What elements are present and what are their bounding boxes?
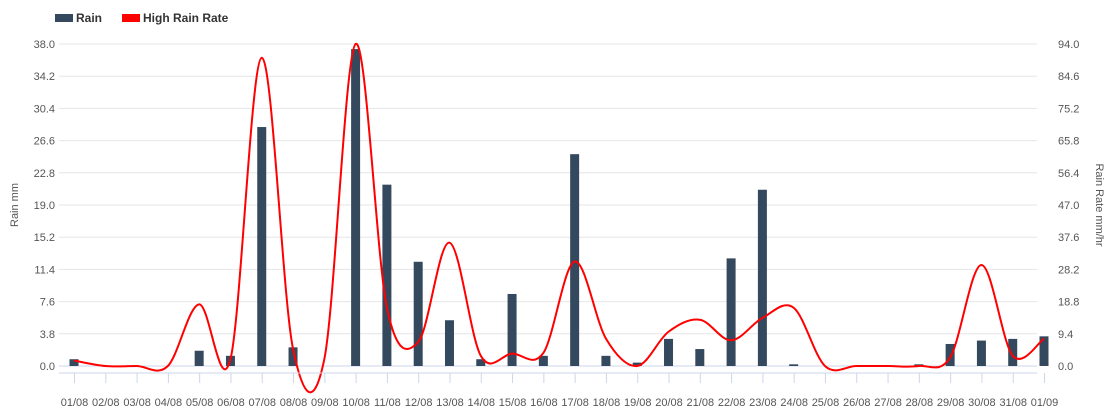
x-tick-label: 08/08 xyxy=(280,397,308,409)
right-tick-label: 56.4 xyxy=(1058,168,1079,180)
x-tick-label: 09/08 xyxy=(311,397,339,409)
left-tick-label: 26.6 xyxy=(34,136,55,148)
right-tick-label: 18.8 xyxy=(1058,297,1079,309)
rain-bar[interactable] xyxy=(194,350,204,366)
rain-bar[interactable] xyxy=(695,349,705,366)
x-tick-label: 12/08 xyxy=(405,397,433,409)
left-tick-label: 11.4 xyxy=(34,264,55,276)
legend-item-high-rain-rate[interactable]: High Rain Rate xyxy=(122,11,229,25)
x-tick-label: 31/08 xyxy=(999,397,1027,409)
x-tick-label: 03/08 xyxy=(123,397,151,409)
x-tick-label: 01/08 xyxy=(61,397,89,409)
x-tick-label: 07/08 xyxy=(248,397,276,409)
x-tick-label: 22/08 xyxy=(718,397,746,409)
rain-bar[interactable] xyxy=(351,49,361,367)
x-tick-label: 16/08 xyxy=(530,397,558,409)
x-tick-label: 02/08 xyxy=(92,397,120,409)
x-tick-label: 21/08 xyxy=(687,397,715,409)
x-tick-label: 26/08 xyxy=(843,397,871,409)
x-tick-label: 18/08 xyxy=(593,397,621,409)
x-tick-label: 28/08 xyxy=(906,397,934,409)
x-tick-label: 10/08 xyxy=(342,397,370,409)
rain-bar[interactable] xyxy=(413,261,423,366)
grid-lines xyxy=(59,43,1037,367)
x-tick-label: 14/08 xyxy=(468,397,496,409)
x-tick-label: 27/08 xyxy=(874,397,902,409)
left-tick-label: 22.8 xyxy=(34,168,55,180)
rain-bar[interactable] xyxy=(726,258,736,366)
rain-bar[interactable] xyxy=(1039,336,1049,366)
left-tick-label: 15.2 xyxy=(34,232,55,244)
legend-item-rain[interactable]: Rain xyxy=(55,11,102,25)
x-tick-label: 24/08 xyxy=(780,397,808,409)
right-tick-label: 94.0 xyxy=(1058,39,1079,51)
rain-bar[interactable] xyxy=(976,340,986,366)
x-tick-label: 06/08 xyxy=(217,397,245,409)
x-tick-label: 05/08 xyxy=(186,397,214,409)
x-tick-label: 23/08 xyxy=(749,397,777,409)
left-tick-label: 3.8 xyxy=(40,329,55,341)
rain-bar[interactable] xyxy=(69,359,79,366)
rain-bar[interactable] xyxy=(538,355,548,366)
right-tick-label: 75.2 xyxy=(1058,103,1079,115)
rain-bar[interactable] xyxy=(664,338,674,366)
high-rain-rate-line[interactable] xyxy=(73,42,1045,394)
right-tick-label: 0.0 xyxy=(1058,361,1073,373)
rain-bar[interactable] xyxy=(1008,338,1018,366)
rain-bar[interactable] xyxy=(444,320,454,366)
rain-bar[interactable] xyxy=(945,343,955,366)
rain-bar[interactable] xyxy=(632,362,642,366)
left-tick-label: 30.4 xyxy=(34,103,55,115)
x-tick-label: 04/08 xyxy=(155,397,183,409)
right-tick-label: 65.8 xyxy=(1058,136,1079,148)
rain-bars xyxy=(69,49,1049,367)
x-tick-label: 15/08 xyxy=(499,397,527,409)
x-tick-label: 01/09 xyxy=(1031,397,1059,409)
x-tick-label: 17/08 xyxy=(561,397,589,409)
right-axis-title: Rain Rate mm/hr xyxy=(1093,163,1105,246)
rain-bar[interactable] xyxy=(476,359,486,366)
rain-bar[interactable] xyxy=(789,364,799,366)
legend[interactable]: Rain High Rain Rate xyxy=(55,11,229,25)
left-tick-label: 7.6 xyxy=(40,297,55,309)
x-tick-label: 11/08 xyxy=(374,397,401,409)
x-tick-label: 29/08 xyxy=(937,397,965,409)
legend-swatch-rain xyxy=(55,14,73,22)
right-tick-label: 28.2 xyxy=(1058,264,1079,276)
x-tick-label: 25/08 xyxy=(812,397,840,409)
right-tick-label: 37.6 xyxy=(1058,232,1079,244)
x-tick-label: 20/08 xyxy=(655,397,683,409)
rain-bar[interactable] xyxy=(382,184,392,366)
rain-bar[interactable] xyxy=(601,355,611,366)
right-tick-label: 47.0 xyxy=(1058,200,1079,212)
rain-bar[interactable] xyxy=(507,293,517,366)
left-tick-label: 38.0 xyxy=(34,39,55,51)
legend-swatch-high-rain-rate xyxy=(122,14,140,22)
legend-label-rain: Rain xyxy=(76,11,102,25)
left-tick-label: 19.0 xyxy=(34,200,55,212)
left-tick-label: 0.0 xyxy=(40,361,55,373)
right-tick-label: 84.6 xyxy=(1058,71,1079,83)
rain-rate-line-group xyxy=(73,42,1045,394)
rain-bar[interactable] xyxy=(257,127,267,366)
rain-bar[interactable] xyxy=(757,189,767,366)
rain-bar[interactable] xyxy=(570,154,580,366)
rain-bar[interactable] xyxy=(288,347,298,366)
left-tick-label: 34.2 xyxy=(34,71,55,83)
left-axis-title: Rain mm xyxy=(9,183,21,227)
legend-label-high-rain-rate: High Rain Rate xyxy=(143,11,229,25)
x-tick-label: 13/08 xyxy=(436,397,464,409)
axes: 0.0 0.0 3.8 9.4 7.6 18.8 11.4 28.2 15.2 37.6 19.0 4… xyxy=(34,39,1080,409)
right-tick-label: 9.4 xyxy=(1058,329,1073,341)
x-tick-label: 30/08 xyxy=(968,397,996,409)
x-tick-label: 19/08 xyxy=(624,397,652,409)
